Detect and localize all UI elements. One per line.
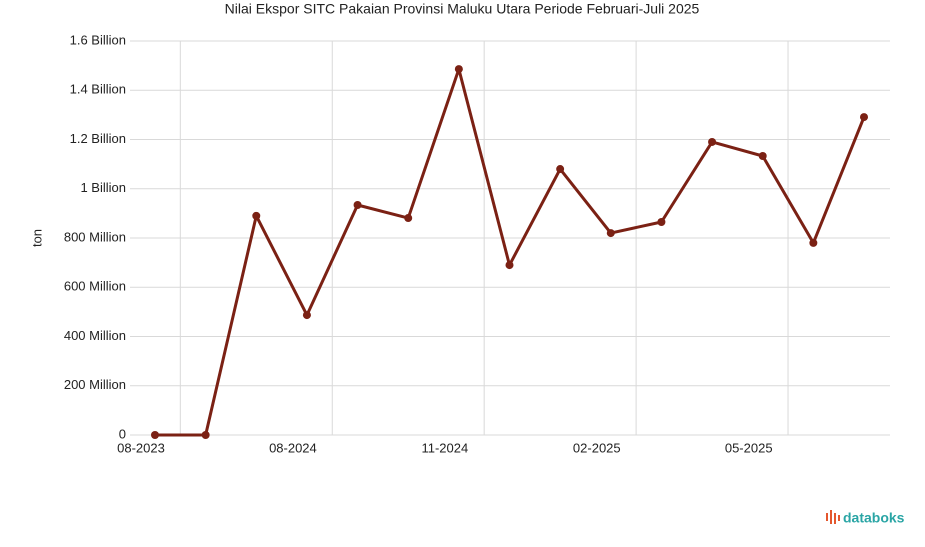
y-tick-label: 1 Billion bbox=[80, 180, 126, 195]
point bbox=[151, 431, 159, 439]
point bbox=[201, 431, 210, 439]
point bbox=[860, 113, 868, 122]
x-tick-label: 08-2024 bbox=[269, 440, 317, 455]
y-tick-label: 0 bbox=[119, 426, 126, 441]
point bbox=[708, 137, 717, 146]
point bbox=[556, 165, 565, 174]
x-tick-label: 11-2024 bbox=[421, 440, 468, 455]
y-tick-label: 200 Million bbox=[64, 377, 126, 392]
point bbox=[606, 229, 615, 238]
logo-icon bbox=[830, 510, 832, 524]
x-tick-label: 08-2023 bbox=[117, 440, 165, 455]
x-tick-label: 05-2025 bbox=[725, 440, 773, 455]
y-tick-label: 1.2 Billion bbox=[70, 131, 126, 146]
logo-text: databoks bbox=[843, 510, 905, 526]
y-axis-label: ton bbox=[29, 229, 44, 247]
point bbox=[758, 151, 767, 160]
y-tick-label: 800 Million bbox=[64, 229, 126, 244]
y-tick-label: 400 Million bbox=[64, 328, 126, 343]
x-tick-label: 02-2025 bbox=[573, 440, 621, 455]
point bbox=[809, 238, 818, 247]
y-tick-label: 1.6 Billion bbox=[70, 32, 126, 47]
point bbox=[657, 217, 666, 226]
y-tick-label: 600 Million bbox=[64, 279, 126, 294]
logo: databoks bbox=[826, 510, 905, 526]
point bbox=[353, 201, 362, 210]
logo-icon bbox=[838, 515, 840, 521]
logo-icon bbox=[834, 513, 836, 524]
point bbox=[454, 65, 463, 74]
line bbox=[155, 67, 866, 437]
point bbox=[252, 211, 261, 220]
y-tick-label: 1.4 Billion bbox=[70, 82, 126, 97]
point bbox=[302, 311, 311, 320]
logo-icon bbox=[826, 513, 828, 521]
point bbox=[505, 261, 514, 270]
point bbox=[404, 214, 413, 223]
chart-title: Nilai Ekspor SITC Pakaian Provinsi Maluk… bbox=[225, 1, 700, 17]
